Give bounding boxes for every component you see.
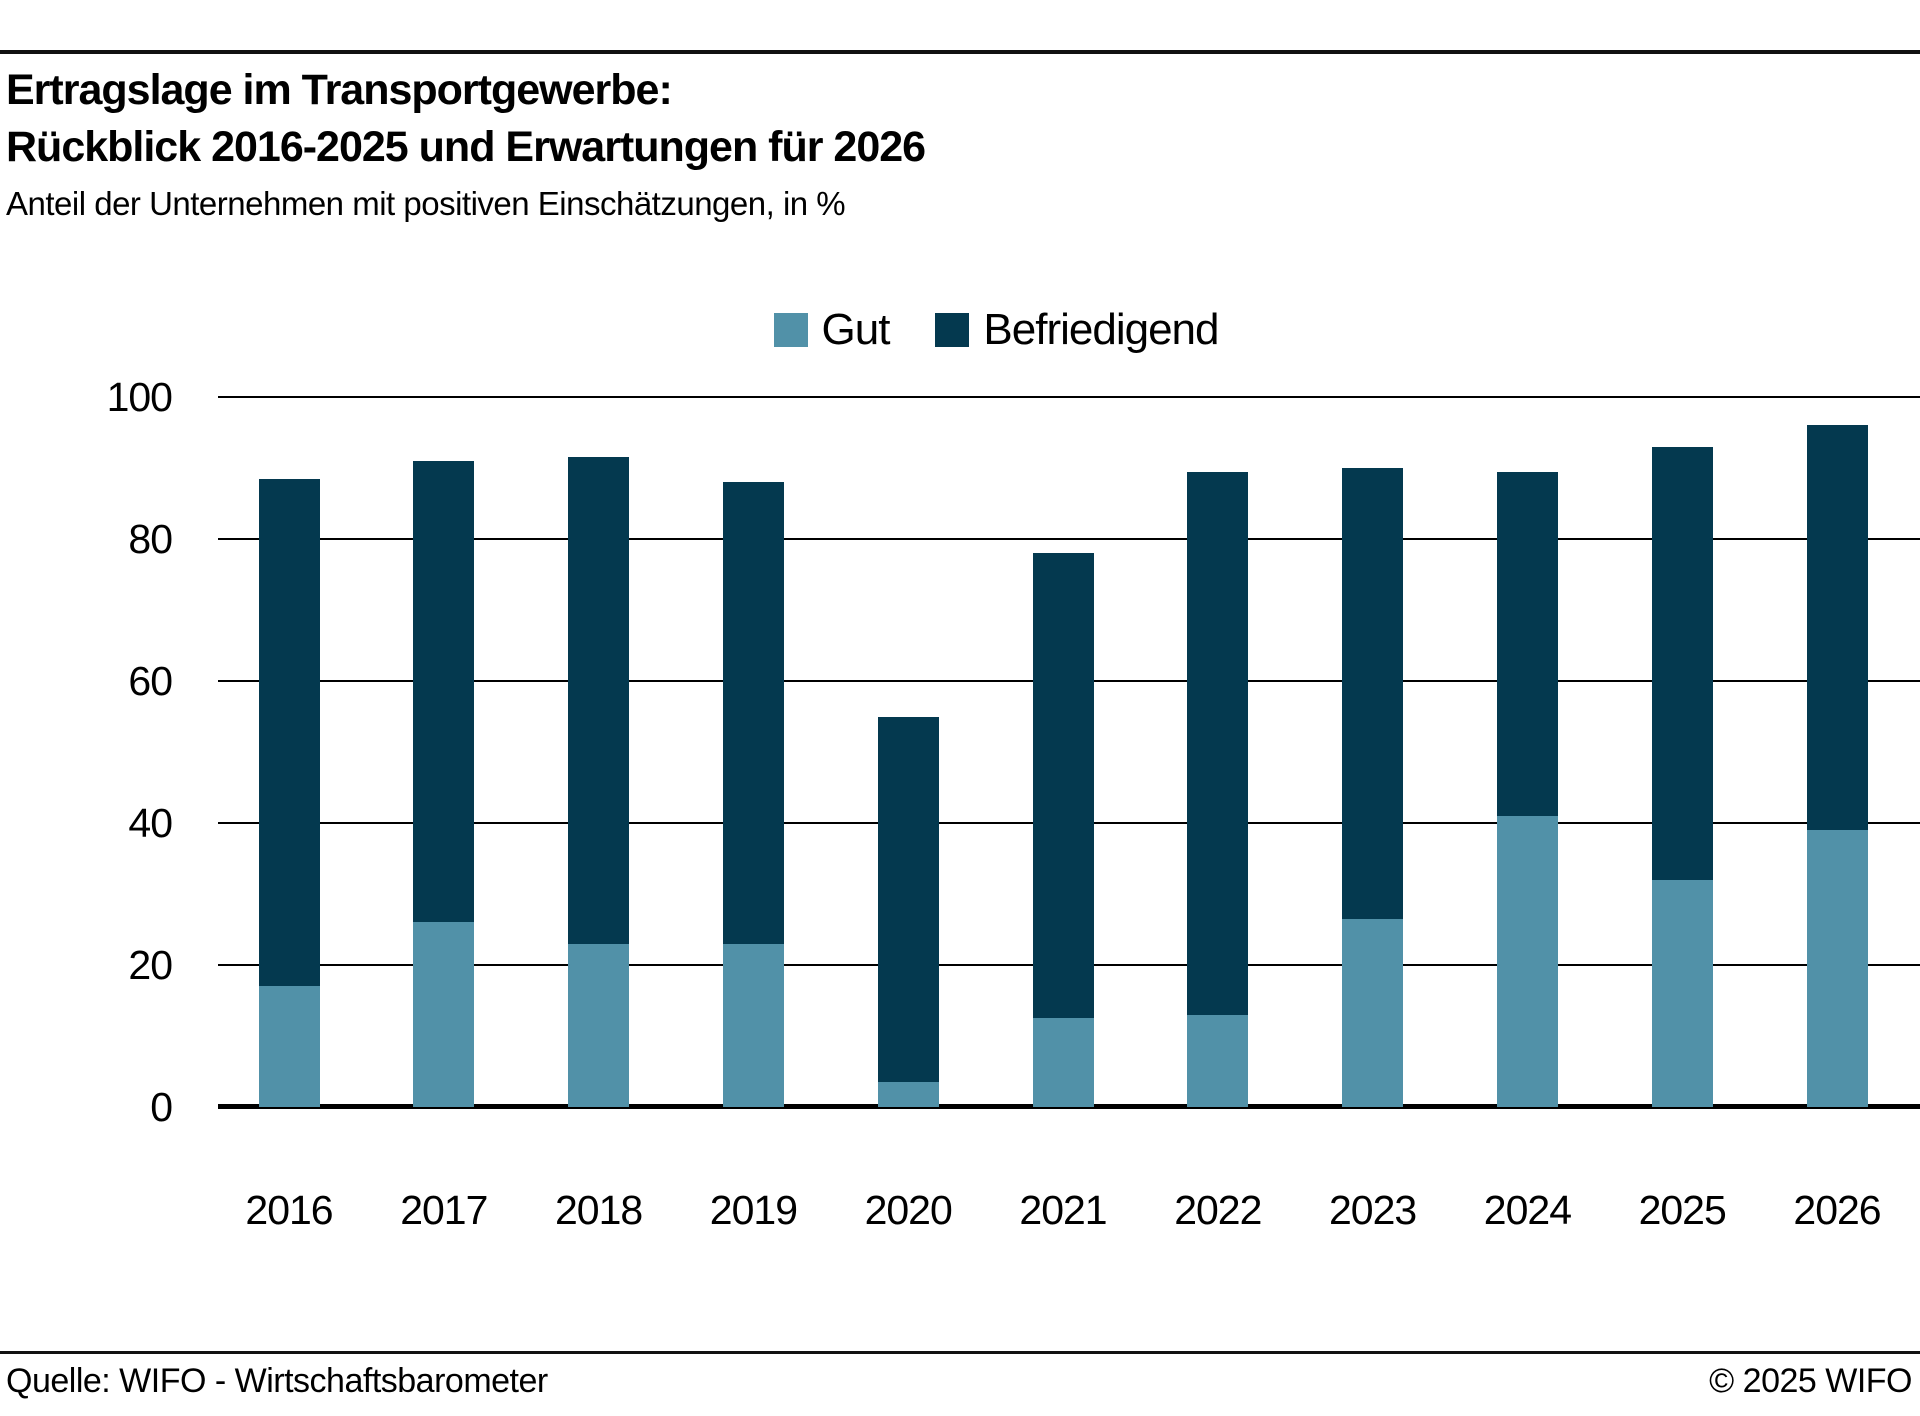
bar-2022-befriedigend-segment	[1187, 471, 1249, 1015]
legend-item-gut: Gut	[773, 305, 891, 354]
chart-legend: Gut Befriedigend	[36, 308, 1920, 352]
bar-2025-gut-segment	[1651, 879, 1713, 1107]
bar-2017-gut-segment	[413, 922, 475, 1107]
copyright-note: © 2025 WIFO	[1709, 1362, 1912, 1400]
bar-2019	[722, 482, 784, 1107]
bar-2019-gut-segment	[722, 943, 784, 1107]
bar-2025-befriedigend-segment	[1651, 446, 1713, 880]
x-tick-label-2017: 2017	[400, 1187, 488, 1233]
bar-2021	[1032, 553, 1094, 1107]
bar-2016-gut-segment	[258, 986, 320, 1107]
bar-2020	[877, 716, 939, 1108]
x-tick-label-2019: 2019	[709, 1187, 798, 1233]
bar-2025	[1651, 446, 1713, 1107]
chart-plot-area: 2016 2017 2018 2019 2020 2021 2022 2023 2024 2025…	[218, 396, 1920, 1233]
bar-2018-befriedigend-segment	[568, 457, 630, 944]
y-tick-label-100: 100	[106, 374, 173, 420]
chart-title-line1: Ertragslage im Transportgewerbe:	[6, 66, 673, 114]
bar-2016	[258, 478, 320, 1107]
bar-2026	[1806, 425, 1868, 1107]
bar-2018-gut-segment	[568, 943, 630, 1107]
bar-2022-gut-segment	[1187, 1014, 1249, 1107]
chart-title-line2: Rückblick 2016-2025 und Erwartungen für …	[6, 123, 926, 171]
legend-label-befriedigend: Befriedigend	[983, 305, 1219, 354]
bar-2020-befriedigend-segment	[877, 716, 939, 1083]
bar-2017	[413, 460, 475, 1107]
title-block: Ertragslage im Transportgewerbe: Rückbli…	[6, 62, 926, 176]
x-tick-label-2016: 2016	[245, 1187, 333, 1233]
bar-2026-gut-segment	[1806, 830, 1868, 1107]
bar-2024-befriedigend-segment	[1496, 471, 1558, 816]
bar-2024-gut-segment	[1496, 815, 1558, 1107]
y-tick-label-0: 0	[150, 1084, 173, 1130]
x-tick-label-2018: 2018	[554, 1187, 643, 1233]
x-tick-label-2025: 2025	[1638, 1187, 1727, 1233]
bar-2026-befriedigend-segment	[1806, 425, 1868, 831]
y-tick-label-40: 40	[128, 800, 173, 846]
bar-2016-befriedigend-segment	[258, 478, 320, 987]
bar-2017-befriedigend-segment	[413, 460, 475, 923]
x-tick-label-2024: 2024	[1483, 1187, 1572, 1233]
x-tick-label-2022: 2022	[1174, 1187, 1262, 1233]
gridline-100	[218, 396, 1920, 398]
bar-2023-gut-segment	[1342, 918, 1404, 1107]
bar-2018	[568, 457, 630, 1107]
y-tick-label-20: 20	[128, 942, 173, 988]
source-note: Quelle: WIFO - Wirtschaftsbarometer	[6, 1362, 548, 1400]
x-tick-label-2023: 2023	[1328, 1187, 1417, 1233]
y-axis: 0 20 40 60 80 100	[0, 374, 173, 1130]
chart-subtitle: Anteil der Unternehmen mit positiven Ein…	[6, 185, 846, 222]
bar-2023	[1342, 468, 1404, 1107]
legend-swatch-befriedigend-icon	[935, 313, 970, 347]
bar-2021-gut-segment	[1032, 1018, 1094, 1107]
bar-2020-gut-segment	[877, 1082, 939, 1107]
gridline-80	[218, 538, 1920, 540]
y-tick-label-60: 60	[128, 658, 173, 704]
bar-2024	[1496, 471, 1558, 1107]
legend-label-gut: Gut	[821, 305, 891, 354]
top-divider-rule	[0, 50, 1920, 54]
bar-2021-befriedigend-segment	[1032, 553, 1094, 1019]
x-tick-label-2026: 2026	[1793, 1187, 1881, 1233]
bar-2022	[1187, 471, 1249, 1107]
footer-divider-rule	[0, 1351, 1920, 1354]
bar-2023-befriedigend-segment	[1342, 468, 1404, 919]
legend-item-befriedigend: Befriedigend	[935, 305, 1220, 354]
x-tick-label-2021: 2021	[1019, 1187, 1107, 1233]
y-tick-label-80: 80	[128, 516, 173, 562]
legend-swatch-gut-icon	[773, 313, 808, 347]
bar-2019-befriedigend-segment	[722, 482, 784, 944]
x-tick-label-2020: 2020	[864, 1187, 953, 1233]
